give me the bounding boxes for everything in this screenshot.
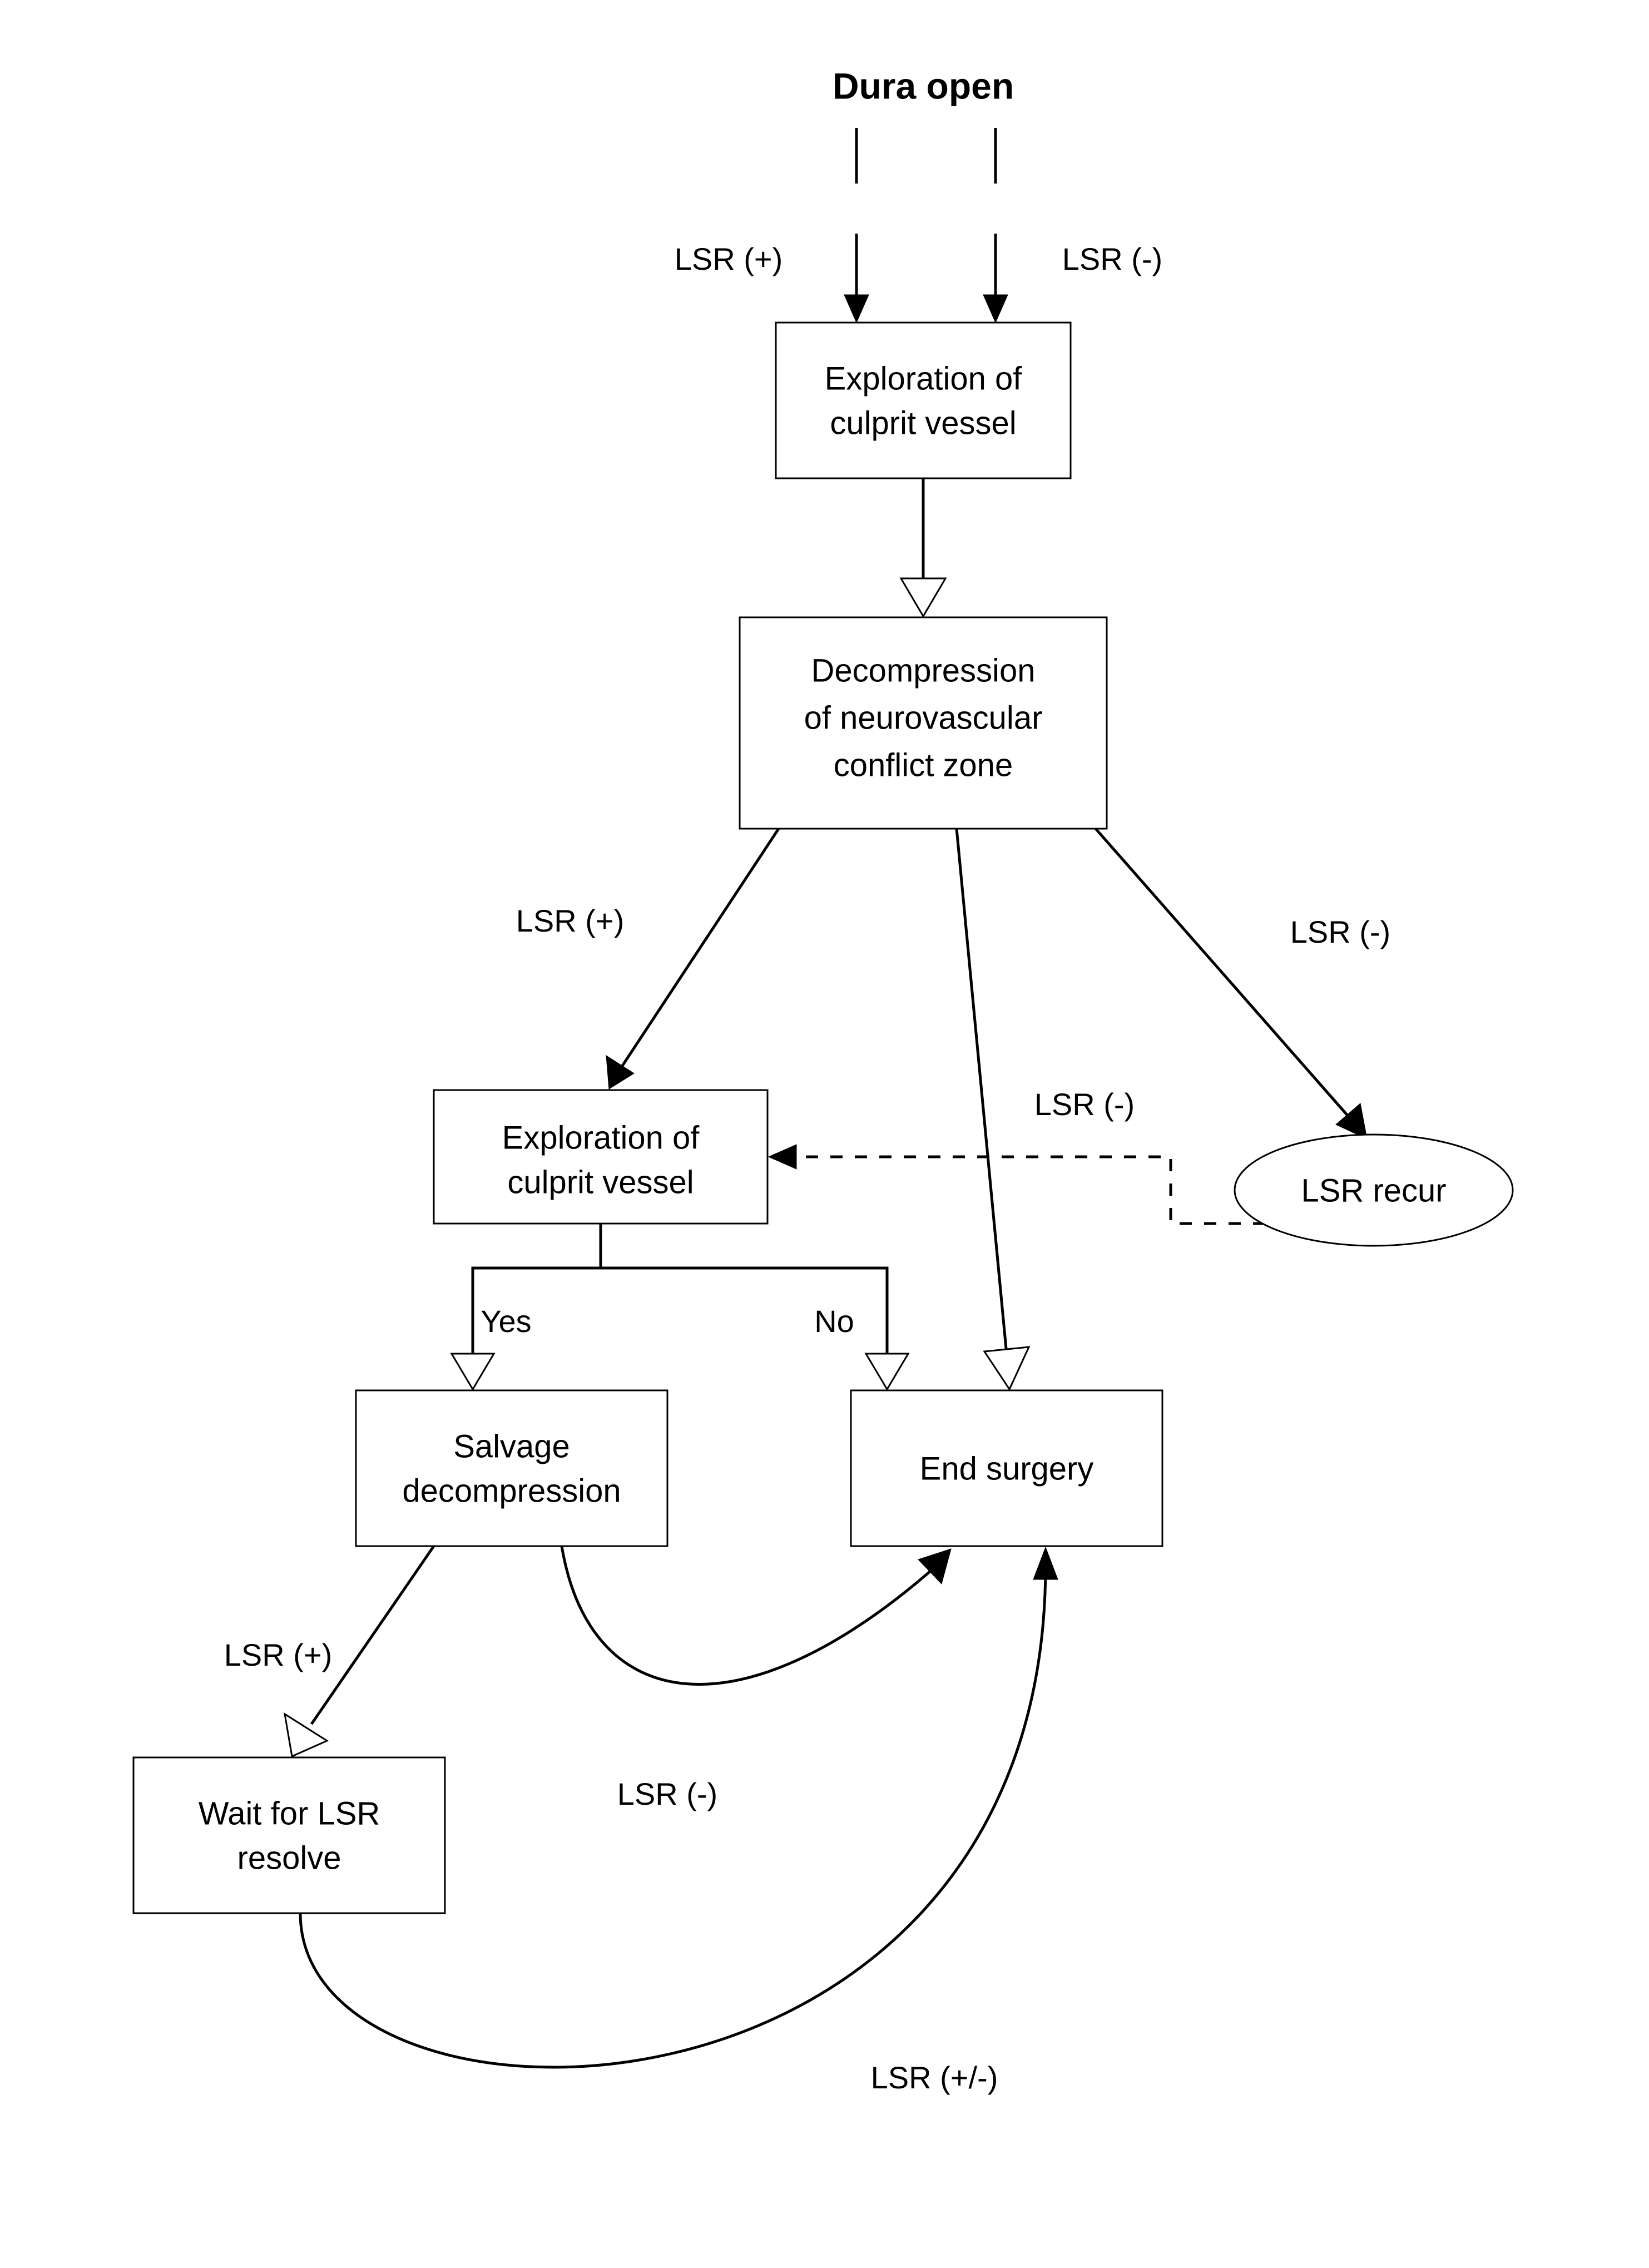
node-decompression: Decompression of neurovascular conflict … [740, 617, 1107, 829]
edge-label-salvage-wait: LSR (+) [224, 1637, 333, 1672]
edge-start-right: LSR (-) [983, 128, 1162, 323]
edge-label-decomp-end: LSR (-) [1034, 1087, 1135, 1122]
svg-text:Decompression: Decompression [811, 652, 1036, 689]
node-exploration-1: Exploration of culprit vessel [776, 323, 1071, 478]
edge-salvage-end: LSR (-) [562, 1546, 951, 1811]
svg-text:Salvage: Salvage [453, 1428, 570, 1464]
svg-text:Wait for LSR: Wait for LSR [199, 1795, 380, 1831]
edge-label-wait-end: LSR (+/-) [871, 2060, 998, 2095]
svg-text:culprit vessel: culprit vessel [507, 1164, 694, 1200]
edge-label-expl2-yes: Yes [481, 1304, 531, 1339]
svg-text:Exploration of: Exploration of [502, 1120, 700, 1156]
edge-label-decomp-expl2: LSR (+) [516, 903, 625, 938]
svg-text:of neurovascular: of neurovascular [804, 700, 1043, 736]
edge-expl1-decomp [901, 478, 945, 616]
svg-text:conflict zone: conflict zone [834, 747, 1013, 783]
svg-text:Exploration of: Exploration of [825, 360, 1023, 397]
svg-text:resolve: resolve [237, 1840, 341, 1876]
flowchart-canvas: LSR (+) LSR (-) LSR (+) LSR (-) LSR (-) … [0, 0, 1649, 2268]
edge-label-expl2-no: No [814, 1304, 854, 1339]
edge-label-salvage-end: LSR (-) [617, 1776, 717, 1811]
svg-text:End surgery: End surgery [920, 1450, 1094, 1487]
edge-decomp-recur: LSR (-) [1096, 829, 1390, 1139]
edge-label-decomp-recur: LSR (-) [1290, 914, 1390, 949]
edge-recur-expl2 [769, 1145, 1265, 1224]
edge-decomp-expl2: LSR (+) [516, 829, 779, 1089]
node-exploration-2: Exploration of culprit vessel [434, 1090, 767, 1224]
node-start: Dura open [833, 65, 1014, 106]
edge-decomp-end: LSR (-) [957, 829, 1135, 1389]
edge-start-left: LSR (+) [675, 128, 869, 323]
svg-text:LSR recur: LSR recur [1301, 1172, 1446, 1209]
node-end-surgery: End surgery [851, 1390, 1162, 1546]
svg-text:decompression: decompression [402, 1473, 621, 1509]
edge-label-start-left: LSR (+) [675, 241, 783, 276]
node-salvage: Salvage decompression [356, 1390, 667, 1546]
edge-label-start-right: LSR (-) [1062, 241, 1162, 276]
node-wait: Wait for LSR resolve [133, 1757, 445, 1913]
svg-text:culprit vessel: culprit vessel [830, 405, 1016, 441]
edge-expl2-fork: Yes No [452, 1224, 908, 1389]
edge-salvage-wait: LSR (+) [224, 1546, 434, 1756]
node-lsr-recur: LSR recur [1235, 1135, 1513, 1246]
